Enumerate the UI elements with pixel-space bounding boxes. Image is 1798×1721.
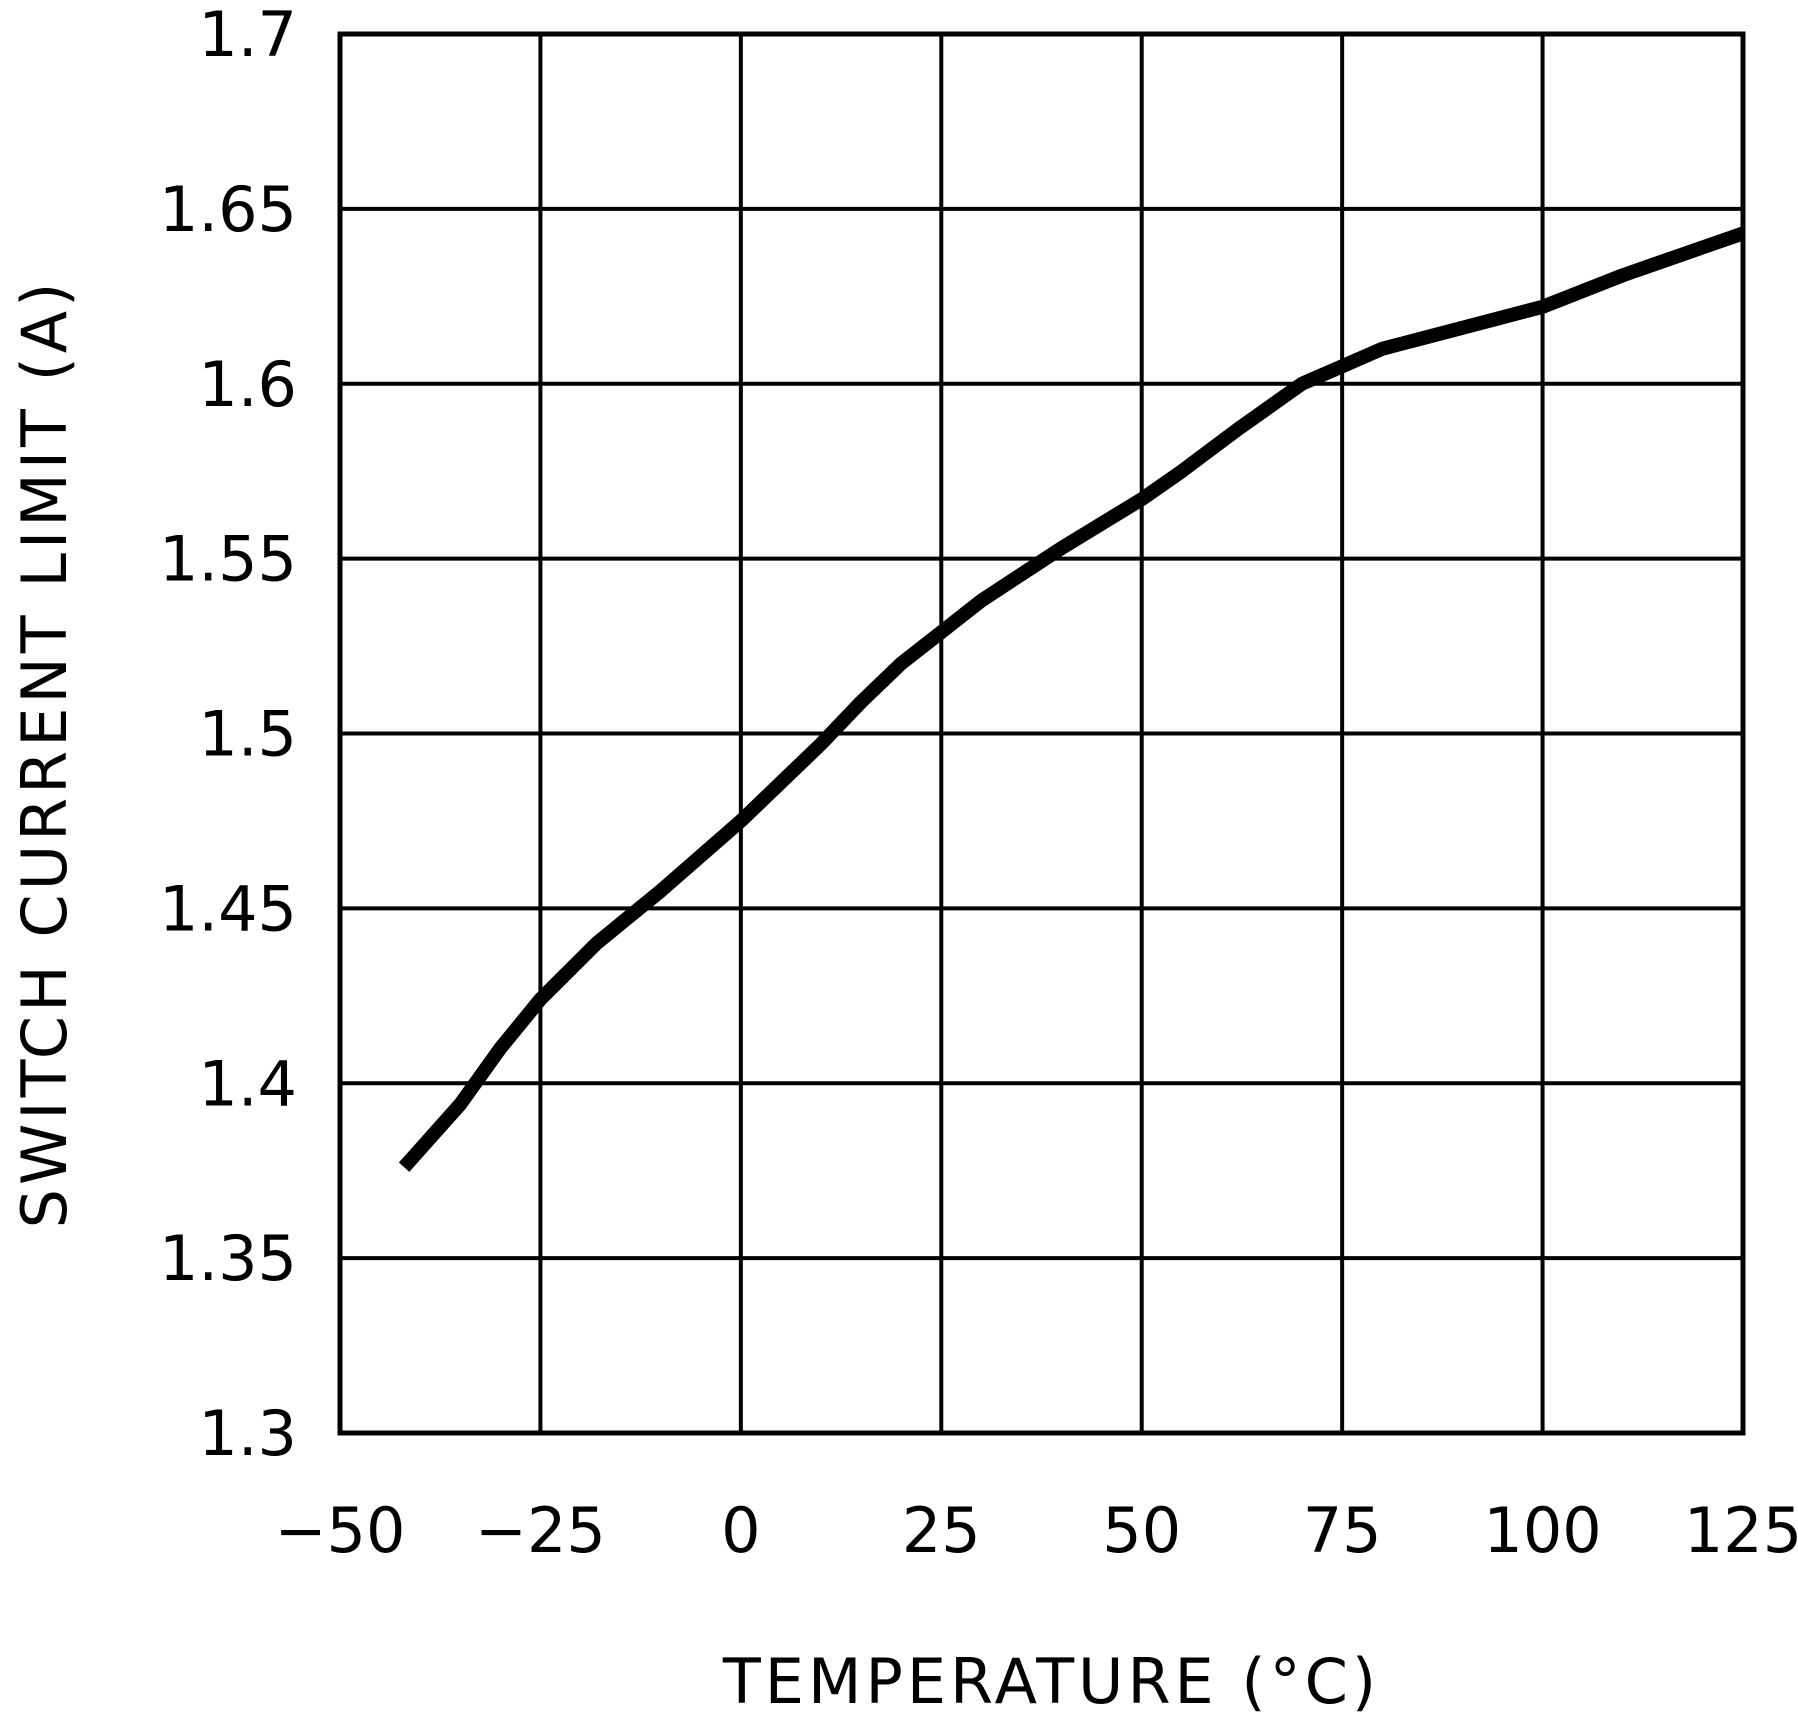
x-tick-label: 75 (1303, 1494, 1382, 1567)
x-tick-label: 50 (1102, 1494, 1181, 1567)
series-layer (398, 226, 1746, 1172)
y-tick-label: 1.65 (159, 173, 297, 246)
grid (338, 32, 1745, 1435)
x-tick-label: 100 (1483, 1494, 1601, 1567)
x-tick-label: −25 (475, 1494, 606, 1567)
plot-frame (337, 31, 1746, 1436)
x-axis-title: TEMPERATURE (°C) (722, 1645, 1380, 1718)
y-tick-label: 1.35 (159, 1222, 297, 1295)
y-tick-label: 1.4 (198, 1047, 297, 1120)
x-tick-label: 25 (902, 1494, 981, 1567)
y-tick-label: 1.7 (198, 0, 297, 71)
series-line (398, 226, 1746, 1172)
y-axis-title: SWITCH CURRENT LIMIT (A) (8, 279, 81, 1229)
y-tick-label: 1.6 (198, 348, 297, 421)
x-tick-label: −50 (275, 1494, 406, 1567)
x-tick-label: 125 (1684, 1494, 1798, 1567)
y-tick-label: 1.55 (159, 523, 297, 596)
x-tick-label: 0 (721, 1494, 760, 1567)
y-axis-tick-labels: 1.3 1.35 1.4 1.45 1.5 1.55 1.6 1.65 1.7 (159, 0, 297, 1470)
y-tick-label: 1.45 (159, 872, 297, 945)
y-tick-label: 1.5 (198, 698, 297, 771)
x-axis-tick-labels: −50 −25 0 25 50 75 100 125 (275, 1494, 1798, 1567)
y-tick-label: 1.3 (198, 1397, 297, 1470)
